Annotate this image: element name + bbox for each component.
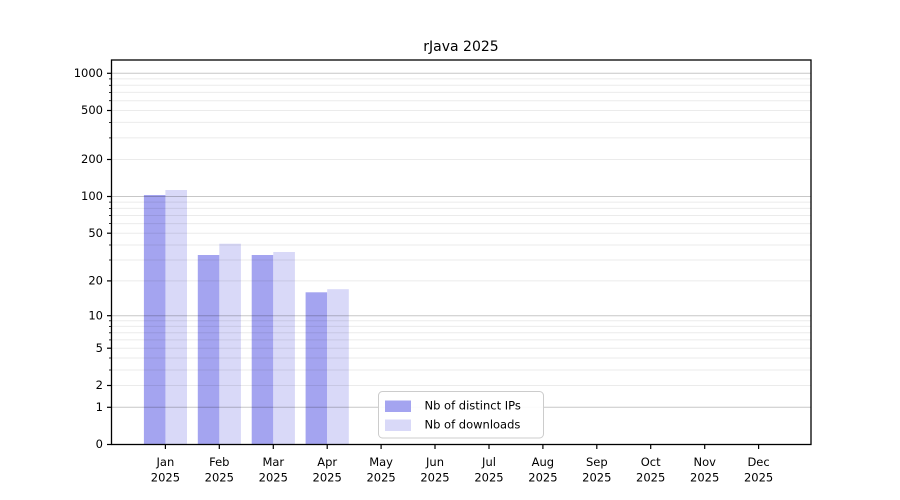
y-tick-label: 5 xyxy=(96,341,103,355)
legend: Nb of distinct IPs Nb of downloads xyxy=(378,391,544,439)
bar-nb-of-distinct-ips-mar xyxy=(251,255,274,445)
x-tick-label-year: 2025 xyxy=(151,471,180,485)
x-tick-label-year: 2025 xyxy=(205,471,234,485)
x-tick-label-month: Jul xyxy=(481,455,496,469)
x-tick-label-month: Oct xyxy=(641,455,661,469)
y-tick-label: 50 xyxy=(88,226,103,240)
x-tick-label-year: 2025 xyxy=(528,471,557,485)
y-tick-label: 20 xyxy=(88,274,103,288)
bar-nb-of-distinct-ips-jan xyxy=(143,195,166,445)
x-tick-label-month: Sep xyxy=(586,455,608,469)
legend-label-distinct-ips: Nb of distinct IPs xyxy=(425,399,521,413)
x-tick-label-year: 2025 xyxy=(690,471,719,485)
legend-label-downloads: Nb of downloads xyxy=(425,418,521,432)
y-tick-label: 2 xyxy=(96,378,103,392)
y-tick-label: 1000 xyxy=(74,66,103,80)
bar-nb-of-distinct-ips-apr xyxy=(305,292,328,445)
x-tick-label-year: 2025 xyxy=(313,471,342,485)
bar-nb-of-downloads-feb xyxy=(219,243,241,445)
plot-frame-layer xyxy=(110,59,812,446)
x-tick-label-month: May xyxy=(369,455,393,469)
legend-swatch-distinct-ips xyxy=(385,400,411,412)
x-tick-label-month: Jan xyxy=(156,455,175,469)
y-tick-label: 200 xyxy=(81,152,103,166)
x-tick-label-year: 2025 xyxy=(636,471,665,485)
legend-box xyxy=(378,391,544,439)
legend-swatch-downloads xyxy=(385,419,411,431)
x-tick-label-year: 2025 xyxy=(474,471,503,485)
x-tick-label-year: 2025 xyxy=(420,471,449,485)
x-tick-label-month: Nov xyxy=(693,455,716,469)
x-tick-label-month: Aug xyxy=(532,455,554,469)
bar-nb-of-downloads-apr xyxy=(327,289,349,445)
x-tick-label-month: Feb xyxy=(209,455,229,469)
x-tick-label-year: 2025 xyxy=(366,471,395,485)
x-tick-label-month: Dec xyxy=(747,455,769,469)
x-tick-label-year: 2025 xyxy=(744,471,773,485)
y-tick-label: 500 xyxy=(81,103,103,117)
x-tick-label-month: Apr xyxy=(317,455,337,469)
y-tick-label: 10 xyxy=(88,308,103,322)
x-tick-label-year: 2025 xyxy=(259,471,288,485)
ticks-layer: 0 1 2 5 10 20 50 100 200 500 1000 Jan 2025 Feb 2025 Mar… xyxy=(74,66,774,485)
bar-nb-of-downloads-mar xyxy=(273,252,295,445)
y-tick-label: 1 xyxy=(96,400,103,414)
bar-nb-of-distinct-ips-feb xyxy=(197,255,220,445)
y-tick-label: 100 xyxy=(81,189,103,203)
chart-title: rJava 2025 xyxy=(423,39,498,55)
x-tick-label-month: Jun xyxy=(425,455,444,469)
gridlines-layer xyxy=(111,72,811,408)
x-tick-label-year: 2025 xyxy=(582,471,611,485)
x-tick-label-month: Mar xyxy=(262,455,284,469)
bars-layer xyxy=(143,190,349,445)
y-tick-label: 0 xyxy=(96,437,103,451)
bar-nb-of-downloads-jan xyxy=(165,190,187,445)
plot-frame xyxy=(110,59,812,446)
